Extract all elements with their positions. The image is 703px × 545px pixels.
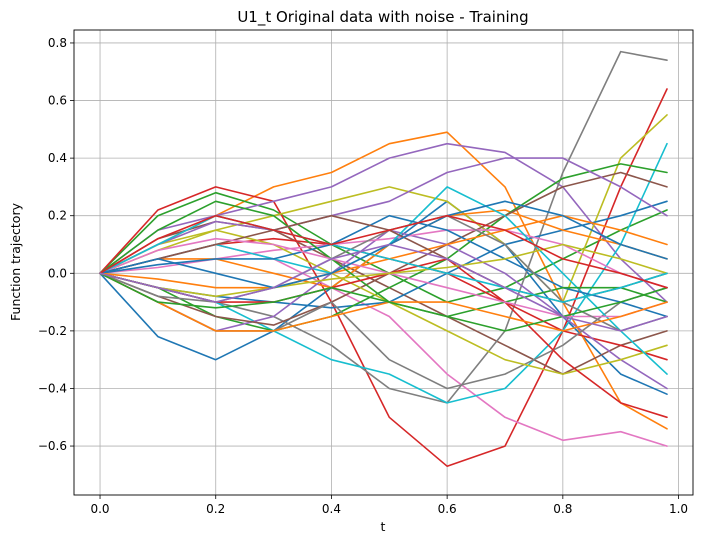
x-tick-label: 0.0	[90, 502, 109, 516]
y-tick-label: −0.4	[38, 381, 67, 395]
series-line-30	[99, 214, 668, 303]
x-tick-label: 0.4	[322, 502, 341, 516]
series-line-29	[99, 243, 668, 298]
y-tick-label: 0.2	[48, 209, 67, 223]
series-line-34	[99, 214, 668, 289]
y-tick-label: 0.0	[48, 266, 67, 280]
series-line-5	[99, 142, 668, 303]
y-tick-label: 0.6	[48, 94, 67, 108]
x-axis-label: t	[381, 519, 386, 534]
x-tick-label: 0.6	[438, 502, 457, 516]
series-line-17	[99, 229, 668, 289]
series-line-21	[99, 214, 668, 318]
axis-ticks: 0.0 0.2 0.4 0.6 0.8 1.0 −0.6 −0.4 −0.2 0.0 0.2 0.4 0…	[38, 36, 688, 516]
series-line-33	[99, 272, 668, 332]
series-line-35	[99, 243, 668, 332]
y-tick-label: 0.4	[48, 151, 67, 165]
y-axis-label: Function trajectory	[8, 202, 23, 321]
series-line-4	[99, 88, 668, 468]
x-tick-label: 0.2	[206, 502, 225, 516]
x-tick-label: 1.0	[669, 502, 688, 516]
x-tick-label: 0.8	[553, 502, 572, 516]
series-line-13	[99, 163, 668, 332]
y-tick-label: −0.2	[38, 324, 67, 338]
chart-title: U1_t Original data with noise - Training	[237, 8, 528, 27]
y-tick-label: 0.8	[48, 36, 67, 50]
series-lines	[99, 50, 668, 468]
plot-area-frame	[73, 29, 694, 496]
y-tick-label: −0.6	[38, 439, 67, 453]
series-line-25	[99, 157, 668, 275]
